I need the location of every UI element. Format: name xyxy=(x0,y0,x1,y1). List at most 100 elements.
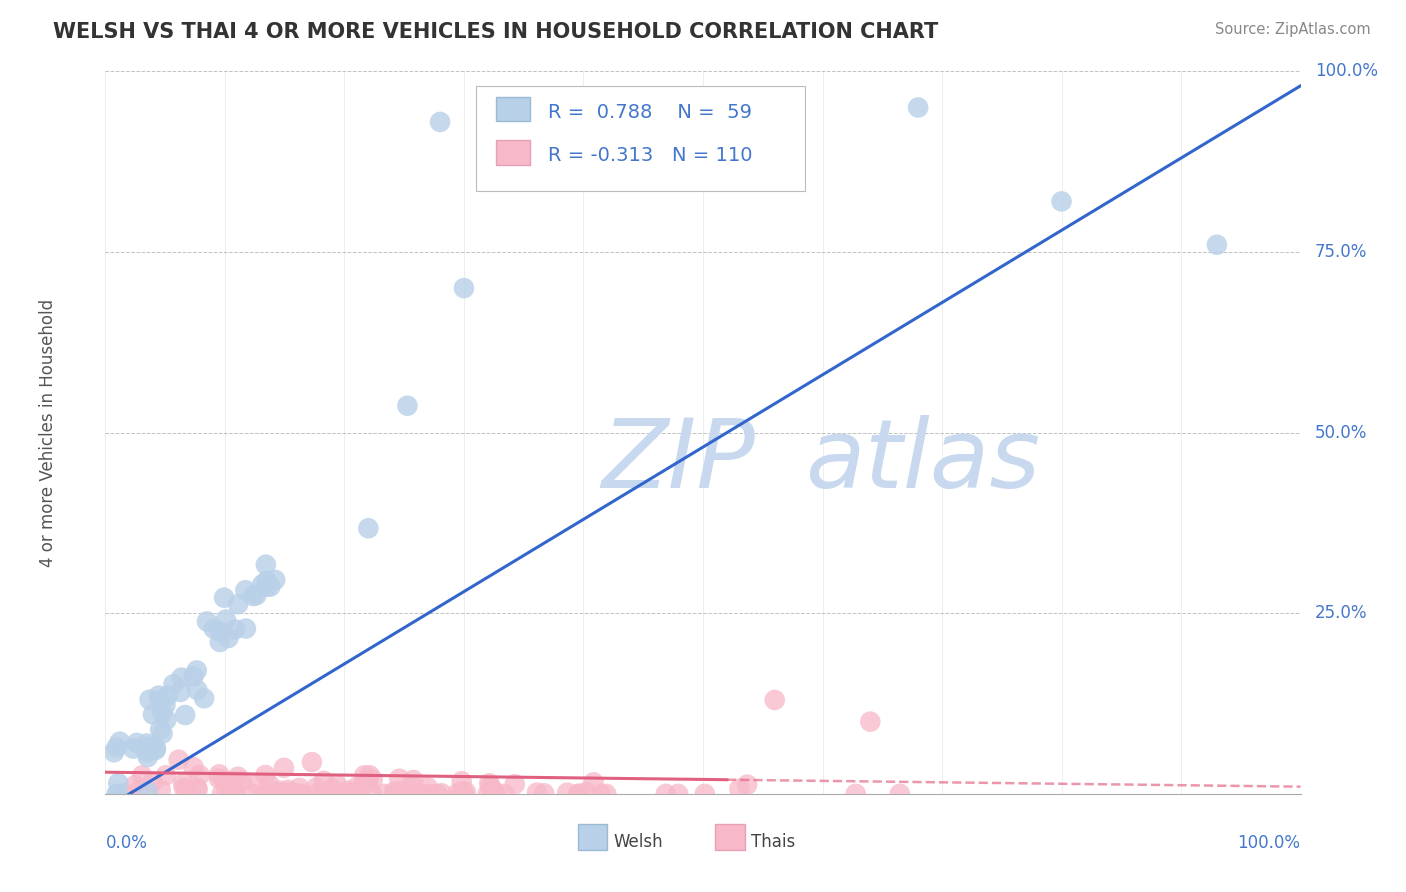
Point xyxy=(224,623,246,637)
Point xyxy=(321,781,343,796)
Point xyxy=(388,772,411,786)
Text: ZIP: ZIP xyxy=(602,415,755,508)
Point xyxy=(226,770,249,784)
Text: 25.0%: 25.0% xyxy=(1315,604,1368,623)
Point xyxy=(107,776,129,790)
Text: 100.0%: 100.0% xyxy=(1315,62,1378,80)
Point xyxy=(235,583,257,598)
Point xyxy=(321,787,343,801)
Point xyxy=(135,737,157,751)
Text: 75.0%: 75.0% xyxy=(1315,243,1367,261)
Point xyxy=(276,786,298,800)
Point xyxy=(503,777,526,791)
Point xyxy=(481,782,503,797)
Point xyxy=(186,780,208,795)
Point xyxy=(391,784,413,798)
FancyBboxPatch shape xyxy=(475,86,804,191)
Point xyxy=(763,693,786,707)
Text: 4 or more Vehicles in Household: 4 or more Vehicles in Household xyxy=(39,299,58,566)
Point xyxy=(266,786,288,800)
Point xyxy=(267,783,290,797)
Point xyxy=(353,776,375,790)
Point xyxy=(155,713,177,727)
Point xyxy=(485,787,508,801)
Point xyxy=(288,780,311,795)
Point xyxy=(136,785,159,799)
Point xyxy=(254,768,277,782)
Point xyxy=(494,787,516,801)
Point xyxy=(426,787,449,801)
Point xyxy=(136,750,159,764)
Point xyxy=(245,777,267,791)
Point xyxy=(187,782,209,797)
Text: R = -0.313   N = 110: R = -0.313 N = 110 xyxy=(547,146,752,165)
Point xyxy=(575,785,598,799)
Point xyxy=(361,772,384,787)
Point xyxy=(214,773,236,788)
Point xyxy=(418,787,440,801)
Point xyxy=(107,787,129,801)
Point xyxy=(231,774,253,789)
Point xyxy=(353,768,375,782)
Point xyxy=(307,786,329,800)
Point xyxy=(481,787,503,801)
Text: 50.0%: 50.0% xyxy=(1315,424,1367,442)
Point xyxy=(567,787,589,801)
Point xyxy=(259,778,281,792)
Text: 100.0%: 100.0% xyxy=(1237,834,1301,852)
Point xyxy=(149,783,172,797)
Point xyxy=(242,589,264,603)
Point xyxy=(138,692,160,706)
Point xyxy=(174,708,197,723)
Point xyxy=(145,741,167,756)
Point xyxy=(406,787,429,801)
Point xyxy=(105,787,128,801)
Point xyxy=(408,787,430,801)
Point xyxy=(256,580,278,594)
Point xyxy=(273,761,295,775)
Point xyxy=(655,787,678,801)
Point xyxy=(277,783,299,797)
Point xyxy=(149,693,172,707)
Text: Thais: Thais xyxy=(751,833,794,851)
Point xyxy=(344,787,367,801)
Point xyxy=(314,787,336,801)
Point xyxy=(162,677,184,691)
Point xyxy=(125,736,148,750)
Point xyxy=(167,753,190,767)
Point xyxy=(173,780,195,795)
Point xyxy=(221,774,243,789)
Point xyxy=(155,768,177,782)
Point xyxy=(215,613,238,627)
Point xyxy=(149,723,172,737)
Point xyxy=(359,768,381,782)
FancyBboxPatch shape xyxy=(716,824,745,849)
Point xyxy=(479,780,502,794)
Point xyxy=(360,787,382,801)
Point xyxy=(845,787,868,801)
Point xyxy=(589,787,612,801)
Point xyxy=(384,787,406,801)
Point xyxy=(219,787,242,801)
Point xyxy=(453,281,475,295)
Point xyxy=(301,755,323,769)
FancyBboxPatch shape xyxy=(496,140,530,164)
Point xyxy=(122,741,145,756)
Point xyxy=(357,521,380,535)
Text: R =  0.788    N =  59: R = 0.788 N = 59 xyxy=(547,103,752,122)
Point xyxy=(340,786,363,800)
Point xyxy=(567,787,589,801)
Point xyxy=(357,776,380,790)
Point xyxy=(264,573,287,587)
Point xyxy=(430,786,453,800)
Point xyxy=(555,786,578,800)
Point xyxy=(595,787,617,801)
Point xyxy=(124,778,146,792)
Point xyxy=(224,787,246,801)
Point xyxy=(224,780,246,795)
Point xyxy=(145,743,167,757)
Point xyxy=(174,781,197,796)
Point xyxy=(105,740,128,755)
Point xyxy=(183,669,205,683)
Text: atlas: atlas xyxy=(804,415,1039,508)
